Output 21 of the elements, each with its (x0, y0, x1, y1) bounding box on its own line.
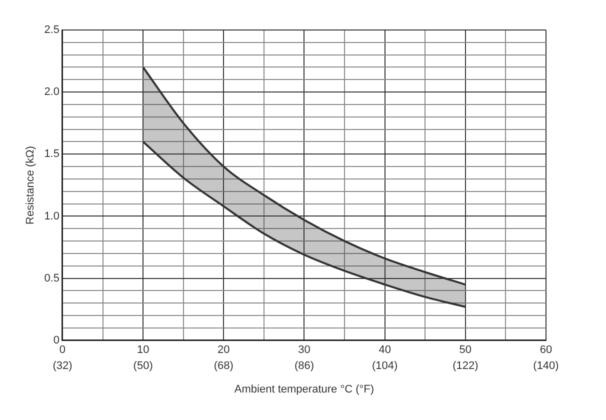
x-tick-label: 30 (298, 344, 310, 356)
x2-tick-label: (122) (452, 360, 478, 372)
y-tick-label: 2.5 (44, 24, 60, 36)
y-tick-label: 0.5 (44, 272, 60, 284)
x2-tick-label: (68) (214, 360, 234, 372)
x-tick-label: 10 (136, 344, 150, 356)
y-tick-label: 1.0 (44, 210, 60, 222)
x2-tick-label: (86) (294, 360, 314, 372)
x-axis-title: Ambient temperature °C (°F) (234, 383, 374, 396)
x2-tick-label: (104) (372, 360, 398, 372)
x-tick-label: 50 (459, 344, 472, 356)
x-tick-label: 20 (218, 344, 230, 356)
y-tick-label: 2.0 (44, 86, 60, 98)
y-axis-title: Resistance (kΩ) (24, 146, 37, 224)
x-tick-label: 60 (540, 344, 552, 356)
x2-tick-label: (32) (52, 360, 72, 372)
x-tick-label: 40 (378, 344, 391, 356)
y-tick-label: 1.5 (44, 148, 60, 160)
x2-tick-label: (50) (133, 360, 153, 372)
x2-tick-label: (140) (533, 360, 559, 372)
y-tick-label: 0 (53, 334, 60, 346)
